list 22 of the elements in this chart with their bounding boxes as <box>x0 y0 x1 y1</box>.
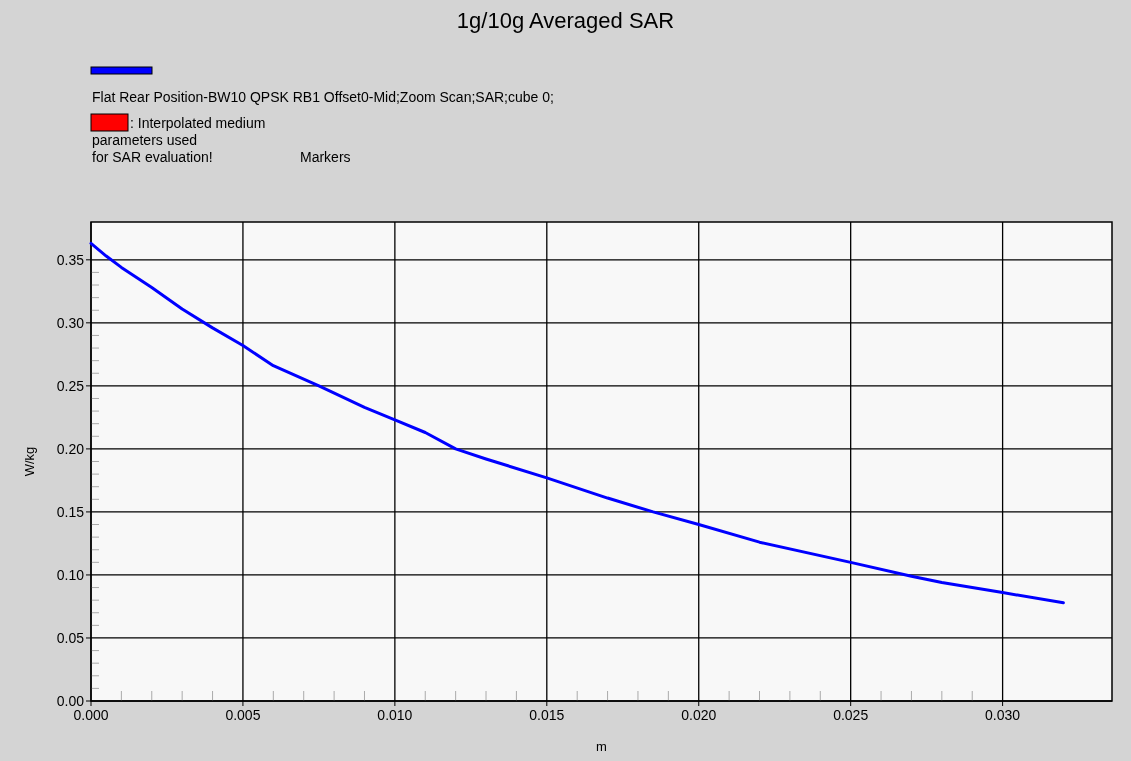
y-tick-label: 0.35 <box>56 251 85 268</box>
x-tick-label: 0.015 <box>529 707 565 723</box>
x-tick-label: 0.000 <box>73 707 109 723</box>
text: : Interpolated medium parameters used for SAR evaluation! <box>92 115 266 165</box>
legend-label: Flat Rear Position-BW10 QPSK RB1 Offset0-Mid;Zoom Scan;SAR;cube 0; <box>92 89 554 105</box>
x-tick-label: 0.030 <box>985 707 1021 723</box>
line-series <box>89 241 1065 605</box>
y-tick-label: 0.00 <box>56 693 85 709</box>
x-axis-title: m <box>596 739 607 754</box>
text: Markers <box>300 149 351 165</box>
x-tick-label: 0.025 <box>833 707 869 723</box>
x-tick-label: 0.020 <box>681 707 717 723</box>
x-tick-label: 0.010 <box>377 707 413 723</box>
y-axis-title: W/kg <box>22 446 37 477</box>
y-tick-label: 0.15 <box>56 503 85 520</box>
y-tick-label: 0.10 <box>56 566 85 583</box>
x-tick-label: 0.005 <box>225 707 261 723</box>
y-tick-label: 0.20 <box>56 440 85 457</box>
y-tick-label: 0.30 <box>56 314 85 331</box>
y-tick-label: 0.25 <box>56 377 85 394</box>
chart-title: 1g/10g Averaged SAR <box>456 8 675 33</box>
y-tick-label: 0.05 <box>56 629 85 646</box>
